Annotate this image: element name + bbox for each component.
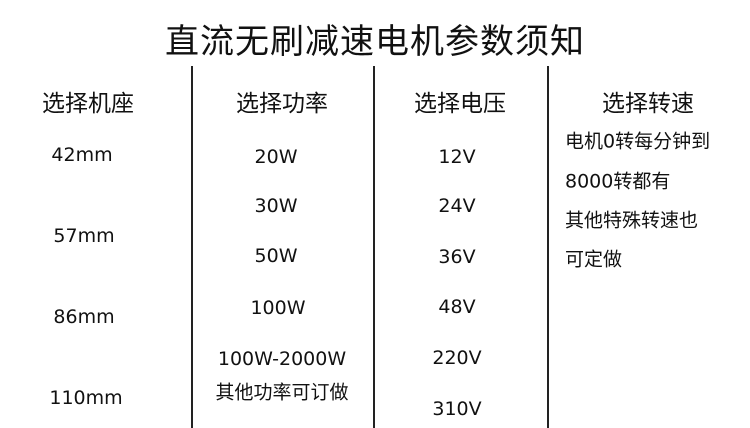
column-divider <box>191 66 193 428</box>
page-title: 直流无刷减速电机参数须知 <box>165 22 585 62</box>
speed-note-line: 可定做 <box>565 248 623 271</box>
header-speed: 选择转速 <box>602 91 694 117</box>
column-divider <box>547 66 549 428</box>
header-base: 选择机座 <box>42 91 134 117</box>
voltage-item: 48V <box>438 296 476 318</box>
header-voltage: 选择电压 <box>414 91 506 117</box>
voltage-item: 24V <box>438 195 476 217</box>
voltage-item: 36V <box>438 246 476 268</box>
header-power: 选择功率 <box>236 91 328 117</box>
power-item: 30W <box>254 195 298 217</box>
base-item: 110mm <box>49 387 123 409</box>
power-item: 其他功率可订做 <box>215 381 349 404</box>
power-item: 20W <box>254 146 298 168</box>
power-item: 100W-2000W <box>217 348 347 370</box>
speed-note-line: 电机0转每分钟到 <box>565 130 711 153</box>
power-item: 100W <box>250 297 306 319</box>
power-item: 50W <box>254 245 298 267</box>
base-item: 57mm <box>53 225 115 247</box>
base-item: 86mm <box>53 306 115 328</box>
speed-note-line: 8000转都有 <box>565 170 671 193</box>
speed-note-line: 其他特殊转速也 <box>565 209 699 232</box>
voltage-item: 12V <box>438 146 476 168</box>
column-divider <box>373 66 375 428</box>
voltage-item: 220V <box>432 347 482 369</box>
voltage-item: 310V <box>432 398 482 420</box>
base-item: 42mm <box>51 144 113 166</box>
